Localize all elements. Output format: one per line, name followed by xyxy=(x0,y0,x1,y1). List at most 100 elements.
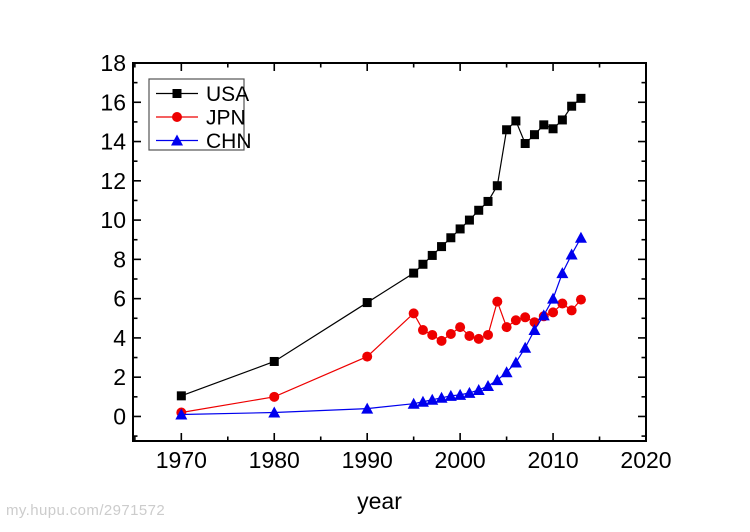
y-tick-label: 2 xyxy=(113,364,126,390)
data-point xyxy=(418,259,428,269)
data-point xyxy=(529,130,539,140)
y-tick-label: 14 xyxy=(100,129,126,155)
data-point xyxy=(576,93,586,103)
data-point xyxy=(574,231,587,243)
data-point xyxy=(500,366,513,378)
y-tick-label: 16 xyxy=(100,89,126,115)
usa-series-markers xyxy=(176,93,586,401)
watermark-text: my.hupu.com/2971572 xyxy=(6,502,166,519)
data-point xyxy=(567,101,577,111)
chn-series-markers xyxy=(175,231,587,420)
data-point xyxy=(472,383,485,395)
data-point xyxy=(566,305,577,316)
data-point xyxy=(492,296,503,307)
data-point xyxy=(547,292,560,304)
data-point xyxy=(444,389,457,401)
y-tick-label: 6 xyxy=(113,286,126,312)
x-tick-label: 1980 xyxy=(249,447,300,473)
data-point xyxy=(502,125,512,135)
data-point xyxy=(172,89,182,98)
data-point xyxy=(510,315,521,326)
data-point xyxy=(269,356,279,366)
legend-label: CHN xyxy=(206,130,252,153)
data-point xyxy=(455,322,466,333)
data-point xyxy=(427,250,437,260)
data-point xyxy=(474,205,484,215)
data-point xyxy=(492,181,502,191)
plot-border xyxy=(132,62,647,442)
x-tick-label: 2000 xyxy=(435,447,486,473)
data-point xyxy=(520,312,531,323)
data-point xyxy=(556,267,569,279)
data-point xyxy=(435,391,448,403)
y-tick-label: 10 xyxy=(100,207,126,233)
x-tick-label: 1970 xyxy=(156,447,207,473)
legend-label: JPN xyxy=(206,107,246,130)
data-point xyxy=(482,380,495,392)
data-point xyxy=(269,391,280,402)
data-point xyxy=(519,341,532,353)
data-point xyxy=(464,330,475,341)
x-tick-label: 2010 xyxy=(527,447,578,473)
x-tick-label: 2020 xyxy=(620,447,671,473)
data-point xyxy=(409,268,419,278)
x-axis-title: year xyxy=(357,488,402,514)
data-point xyxy=(509,356,522,368)
data-point xyxy=(537,309,550,321)
data-point xyxy=(575,294,586,305)
data-point xyxy=(361,402,374,414)
data-point xyxy=(539,120,549,130)
legend-label: USA xyxy=(206,83,249,106)
data-point xyxy=(362,351,373,362)
data-point xyxy=(455,224,465,234)
data-point xyxy=(416,395,429,407)
data-point xyxy=(408,308,419,319)
data-point xyxy=(445,328,456,339)
jpn-series-markers xyxy=(176,294,586,418)
legend-border xyxy=(148,78,245,151)
data-point xyxy=(362,298,372,308)
data-point xyxy=(520,139,530,149)
data-point xyxy=(454,388,467,400)
legend-entry-usa: USA xyxy=(156,83,249,106)
data-point xyxy=(529,317,540,328)
y-tick-label: 12 xyxy=(100,168,126,194)
data-point xyxy=(491,374,504,386)
axis-ticks xyxy=(133,62,647,441)
data-point xyxy=(464,215,474,225)
data-point xyxy=(417,325,428,336)
data-point xyxy=(463,386,476,398)
data-point xyxy=(437,242,447,252)
jpn-series-line xyxy=(181,299,582,414)
data-point xyxy=(473,333,484,344)
y-tick-label: 18 xyxy=(100,50,126,76)
chn-series-line xyxy=(181,237,582,416)
data-point xyxy=(511,116,521,126)
data-point xyxy=(528,324,541,336)
data-point xyxy=(565,248,578,260)
data-point xyxy=(426,393,439,405)
data-point xyxy=(501,322,512,333)
y-tick-label: 0 xyxy=(113,403,126,429)
data-point xyxy=(175,408,188,420)
data-point xyxy=(548,307,559,318)
data-point xyxy=(172,112,182,122)
data-point xyxy=(483,196,493,206)
data-point xyxy=(557,115,567,125)
data-point xyxy=(548,124,558,134)
usa-series-line xyxy=(181,97,582,397)
y-tick-labels: 0 2 4 6 8 10 12 14 16 18 xyxy=(100,50,126,429)
data-point xyxy=(171,134,183,146)
data-point xyxy=(436,335,447,346)
data-point xyxy=(557,298,568,309)
x-tick-label: 1990 xyxy=(342,447,393,473)
data-point xyxy=(268,406,281,418)
data-point xyxy=(446,233,456,243)
legend-entry-chn: CHN xyxy=(156,130,252,153)
y-tick-label: 4 xyxy=(113,325,126,351)
data-point xyxy=(483,329,494,340)
y-tick-label: 8 xyxy=(113,246,126,272)
